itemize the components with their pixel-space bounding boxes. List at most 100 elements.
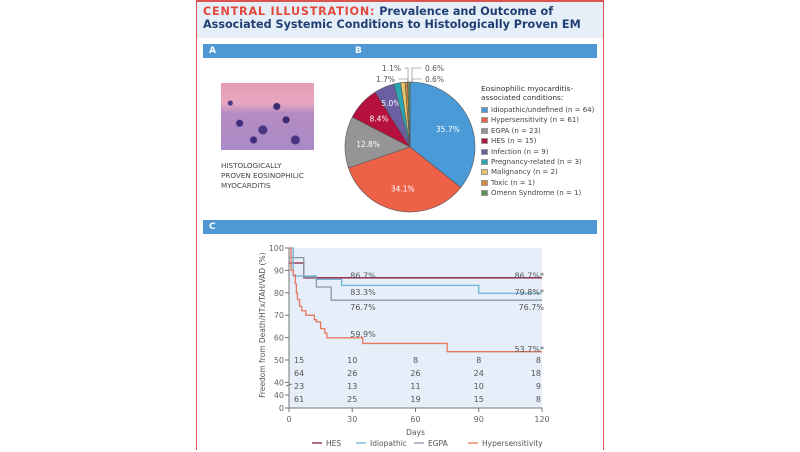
legend-label: Pregnancy-related (n = 3) [491, 158, 582, 167]
at-risk-count: 64 [294, 369, 304, 378]
at-risk-count: 25 [347, 395, 357, 404]
survival-annotation: 86.7%* [515, 271, 544, 280]
pie-slice [407, 81, 411, 148]
y-tick-label: 70 [274, 311, 284, 320]
km-curve-egpa [289, 256, 542, 301]
at-risk-count: 9 [536, 382, 541, 391]
legend-swatch [481, 107, 488, 113]
header-title: Prevalence and Outcome of Associated Sys… [203, 5, 581, 31]
at-risk-count: 8 [536, 395, 541, 404]
legend-label: EGPA [428, 439, 449, 448]
legend-swatch [481, 127, 488, 134]
at-risk-count: 24 [474, 369, 484, 378]
legend-item: Pregnancy-related (n = 3) [481, 157, 603, 167]
survival-annotation: 83.3% [350, 288, 376, 297]
x-tick-label: 0 [286, 415, 291, 424]
y-tick-label: 40 [274, 378, 284, 387]
legend-label: Toxic (n = 1) [491, 178, 535, 187]
histology-caption: HISTOLOGICALLY PROVEN EOSINOPHILIC MYOCA… [221, 161, 341, 191]
at-risk-count: 8 [476, 356, 481, 365]
axis-break [285, 383, 293, 387]
x-tick-label: 60 [410, 415, 420, 424]
legend-item: Omenn Syndrome (n = 1) [481, 188, 603, 198]
y-tick-label: 60 [274, 334, 284, 343]
histology-image [221, 83, 314, 150]
at-risk-count: 15 [294, 356, 304, 365]
panel-label-b: B [355, 46, 362, 56]
y-axis-label: Freedom from Death/HTx/TAH/VAD (%) [258, 252, 267, 397]
callout-label: 0.6% [425, 75, 444, 84]
at-risk-count: 23 [294, 382, 304, 391]
legend-label: Idiopathic [370, 439, 407, 448]
x-tick-label: 90 [474, 415, 484, 424]
legend-item: Malignancy (n = 2) [481, 167, 603, 177]
at-risk-count: 11 [410, 382, 420, 391]
legend-label: HES (n = 15) [491, 137, 537, 146]
y-tick-label: 90 [274, 266, 284, 275]
survival-annotation: 79.8%* [515, 288, 544, 297]
at-risk-count: 15 [474, 395, 484, 404]
legend-item: Hypersensitivity (n = 61) [481, 115, 603, 125]
x-axis-label: Days [406, 428, 425, 437]
slice-label: 35.7% [436, 125, 460, 134]
caption-line: HISTOLOGICALLY [221, 161, 282, 170]
callout-line [404, 67, 409, 84]
legend-swatch [481, 138, 488, 145]
survival-annotation: 76.7% [350, 303, 376, 312]
survival-annotation: 76.7% [519, 303, 545, 312]
y-tick-label: 0 [279, 404, 284, 413]
survival-annotation: 86.7% [350, 271, 376, 280]
y-tick-label: 50 [274, 356, 284, 365]
legend-swatch [481, 117, 488, 124]
callout-label: 0.6% [425, 64, 444, 73]
legend-swatch [481, 148, 488, 155]
legend-swatch [481, 179, 488, 186]
central-illustration: CENTRAL ILLUSTRATION: Prevalence and Out… [196, 0, 604, 450]
legend-title: Eosinophilic myocarditis-associated cond… [481, 84, 574, 102]
header-keyword: CENTRAL ILLUSTRATION: [203, 5, 376, 18]
slice-label: 34.1% [391, 184, 415, 193]
legend-item: Infection (n = 9) [481, 147, 603, 157]
legend-swatch [481, 159, 488, 166]
slice-label: 12.8% [356, 140, 380, 149]
legend-label: Hypersensitivity [482, 439, 543, 448]
callout-label: 1.1% [382, 64, 401, 73]
x-tick-label: 120 [534, 415, 549, 424]
legend-label: Infection (n = 9) [491, 147, 549, 156]
legend-label: Idiopathic/undefined (n = 64) [491, 106, 595, 114]
y-tick-label: 100 [269, 244, 284, 253]
panel-label-c: C [209, 222, 216, 232]
at-risk-count: 18 [531, 369, 541, 378]
kaplan-meier-chart: 100 90 80 70 60 50 40 40 00 30 60 90 120 Days Freedom … [258, 244, 550, 448]
y-tick-label: 80 [274, 289, 284, 298]
legend-swatch [481, 169, 488, 176]
panel-label-a: A [209, 46, 216, 56]
slice-label: 5.0% [381, 99, 400, 108]
legend-label: Malignancy (n = 2) [491, 168, 558, 177]
survival-annotation: 53.7%* [515, 345, 544, 354]
at-risk-count: 10 [474, 382, 484, 391]
at-risk-count: 61 [294, 395, 304, 404]
section-bar-c: C [203, 220, 597, 234]
callout-label: 1.7% [376, 75, 395, 84]
y-tick-label: 40 [274, 391, 284, 400]
legend-label: Hypersensitivity (n = 61) [491, 116, 580, 125]
plot-background [289, 248, 542, 408]
pie-slice [409, 81, 476, 188]
slice-label: 8.4% [369, 115, 388, 124]
km-curve-hypersensitivity [289, 247, 542, 353]
callout-line [411, 67, 422, 84]
legend-item: Idiopathic/undefined (n = 64) [481, 105, 603, 115]
callout-line [411, 78, 422, 84]
at-risk-count: 13 [347, 382, 357, 391]
pie-legend: Eosinophilic myocarditis-associated cond… [481, 84, 603, 199]
at-risk-count: 8 [536, 356, 541, 365]
pie-chart: 35.7% 34.1% 12.8% 8.4% 5.0% 1.7% 1.1% 0.6% 0.6% [344, 64, 476, 213]
caption-line: MYOCARDITIS [221, 181, 271, 190]
legend-swatch [481, 190, 488, 197]
survival-annotation: 59.9% [350, 330, 376, 339]
section-bar-ab: A B [203, 44, 597, 58]
at-risk-count: 8 [413, 356, 418, 365]
legend-item: EGPA (n = 23) [481, 126, 603, 136]
legend-item: Toxic (n = 1) [481, 178, 603, 188]
